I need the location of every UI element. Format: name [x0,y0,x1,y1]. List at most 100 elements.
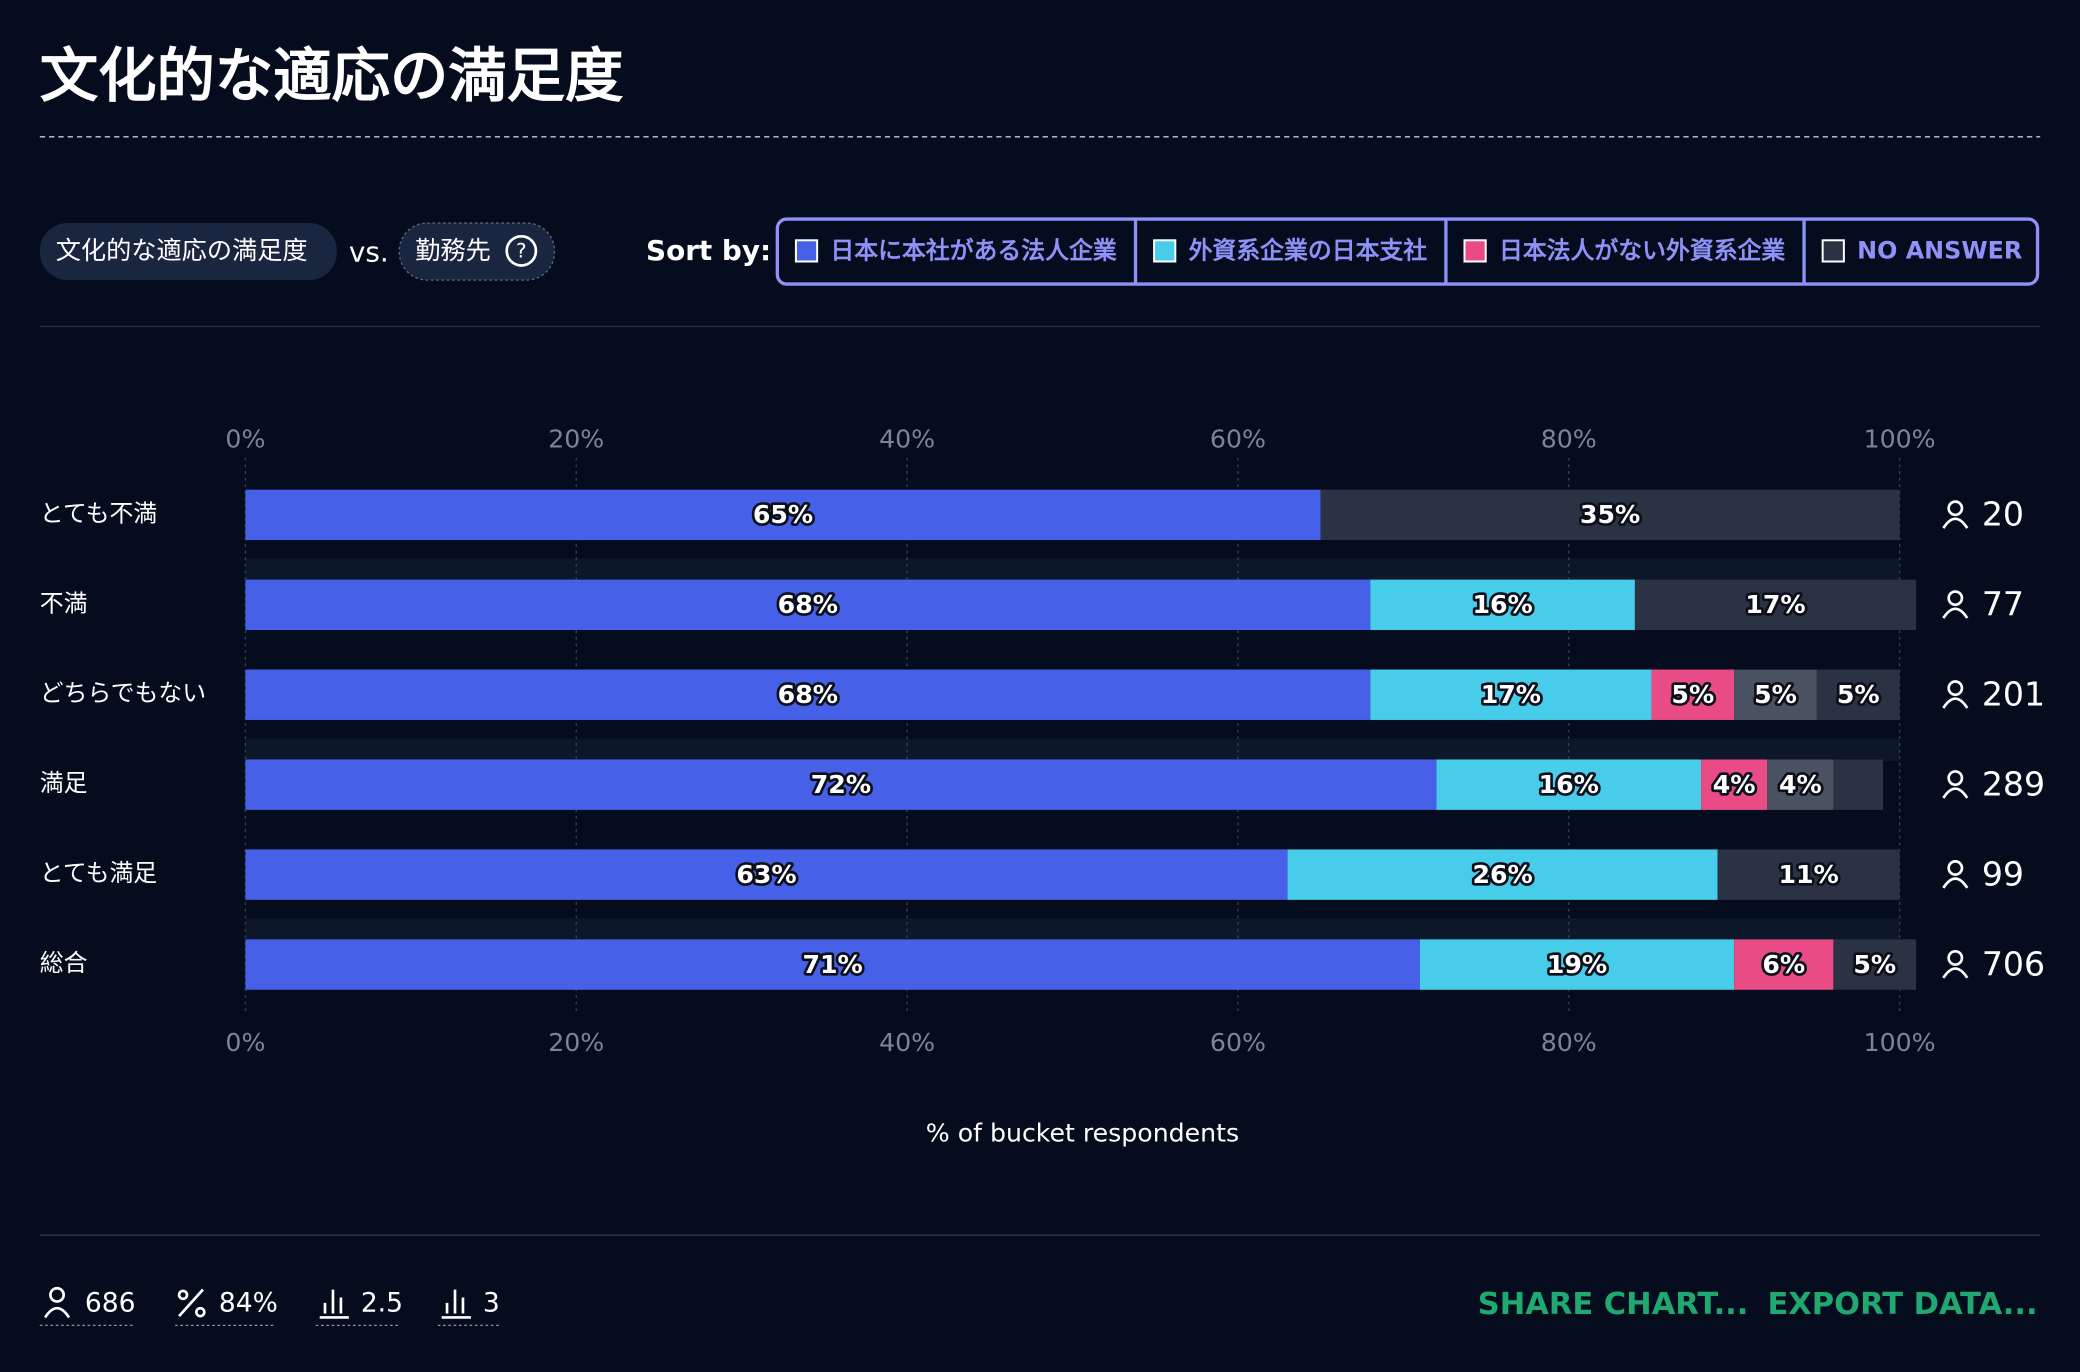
legend-label[interactable]: 日本法人がない外資系企業 [1499,237,1785,265]
category-label: 総合 [40,949,88,977]
person-icon [1942,860,1969,889]
x-tick-label: 100% [1864,425,1936,454]
data-label: 6% [1762,950,1805,979]
legend-label[interactable]: 日本に本社がある法人企業 [830,237,1116,265]
data-label: 17% [1481,680,1541,709]
data-label: 71% [802,950,862,979]
person-head [1947,949,1964,966]
row-band [245,558,1900,582]
data-label: 5% [1671,680,1714,709]
respondent-count: 201 [1982,675,2045,714]
bar-segment [1287,849,1718,900]
category-label: どちらでもない [40,679,206,707]
category-label: 不満 [40,589,88,617]
bar-segment [1734,669,1817,720]
person-icon [1942,680,1969,709]
data-label: 17% [1745,590,1805,619]
legend-swatch [794,239,819,263]
data-label: 5% [1837,680,1880,709]
footer-stat: 2.5 [361,1288,403,1319]
row-band [245,738,1900,762]
x-tick-label: 80% [1541,425,1597,454]
person-body [1942,517,1969,529]
bar-segment [1833,939,1917,990]
bar-segment [245,849,1288,900]
person-head [1947,500,1964,517]
data-label: 11% [1778,860,1838,889]
data-label: 68% [778,590,838,619]
person-icon [1942,770,1969,799]
data-label: 4% [1713,770,1756,799]
person-body [1942,787,1969,799]
legend-label[interactable]: NO ANSWER [1857,237,2022,265]
footer-stat: 84% [219,1288,278,1319]
bar-segment [1767,759,1834,810]
person-body [1942,877,1969,889]
data-label: 16% [1472,590,1532,619]
bar-segment [245,489,1321,541]
legend-swatch [1821,239,1845,263]
x-tick-label: 20% [548,1028,604,1057]
category-label: とても不満 [40,499,157,527]
person-head [1947,680,1964,697]
data-label: 65% [753,500,813,529]
data-label: 35% [1580,500,1640,529]
pill[interactable] [39,223,337,281]
x-tick-label: 20% [548,425,604,454]
person-head [1947,860,1964,876]
bar-segment [1419,939,1735,990]
x-tick-label: 40% [879,425,935,454]
data-label: 19% [1547,950,1607,979]
person-icon [1942,500,1969,529]
bar-segment [245,939,1420,990]
data-label: 16% [1539,770,1599,799]
share-button[interactable]: SHARE CHART... [1478,1287,1749,1322]
bar-segment [1701,759,1768,810]
data-label: 72% [811,770,871,799]
pill-text: 文化的な適応の満足度 [56,236,308,265]
respondent-count: 289 [1982,765,2045,804]
help-icon[interactable] [505,234,538,267]
data-label: 4% [1779,770,1822,799]
x-axis-label: % of bucket respondents [926,1118,1239,1147]
data-label: 26% [1472,860,1532,889]
respondent-count: 706 [1982,944,2045,983]
respondent-count: 77 [1982,585,2024,624]
person-icon [1942,590,1969,619]
x-tick-label: 40% [879,1028,935,1057]
x-tick-label: 0% [225,425,265,454]
legend-swatch [1463,239,1487,263]
x-tick-label: 100% [1864,1028,1936,1057]
help-icon-mark: ? [516,240,527,263]
legend-label[interactable]: 外資系企業の日本支社 [1189,237,1428,265]
bar-segment [1651,669,1735,720]
respondent-count: 99 [1982,854,2024,893]
x-tick-label: 60% [1210,425,1266,454]
row-band [245,918,1900,941]
person-head [1947,770,1964,787]
x-tick-label: 80% [1541,1028,1597,1057]
respondent-count: 20 [1982,495,2024,534]
footer-stat: 3 [483,1288,500,1319]
sort-label: Sort by: [646,234,771,267]
legend-swatch [1153,239,1177,263]
data-label: 63% [736,860,796,889]
footer-icons [43,1286,471,1319]
bar-segment [1816,669,1900,720]
legend-frame [775,217,2040,286]
data-label: 5% [1853,950,1896,979]
bar-segment [1320,489,1900,541]
pill-text: 勤務先 [415,236,491,265]
bar-segment [1734,939,1834,990]
export-button[interactable]: EXPORT DATA... [1767,1287,2037,1322]
vs: vs. [349,236,389,269]
bar-segment [1370,669,1652,720]
category-label: とても満足 [40,859,157,887]
person-body [1942,967,1969,979]
bar-segment [245,579,1371,631]
category-label: 満足 [40,769,88,797]
person-body [1942,697,1969,709]
bar-segment [245,759,1437,810]
data-label: 5% [1754,680,1797,709]
